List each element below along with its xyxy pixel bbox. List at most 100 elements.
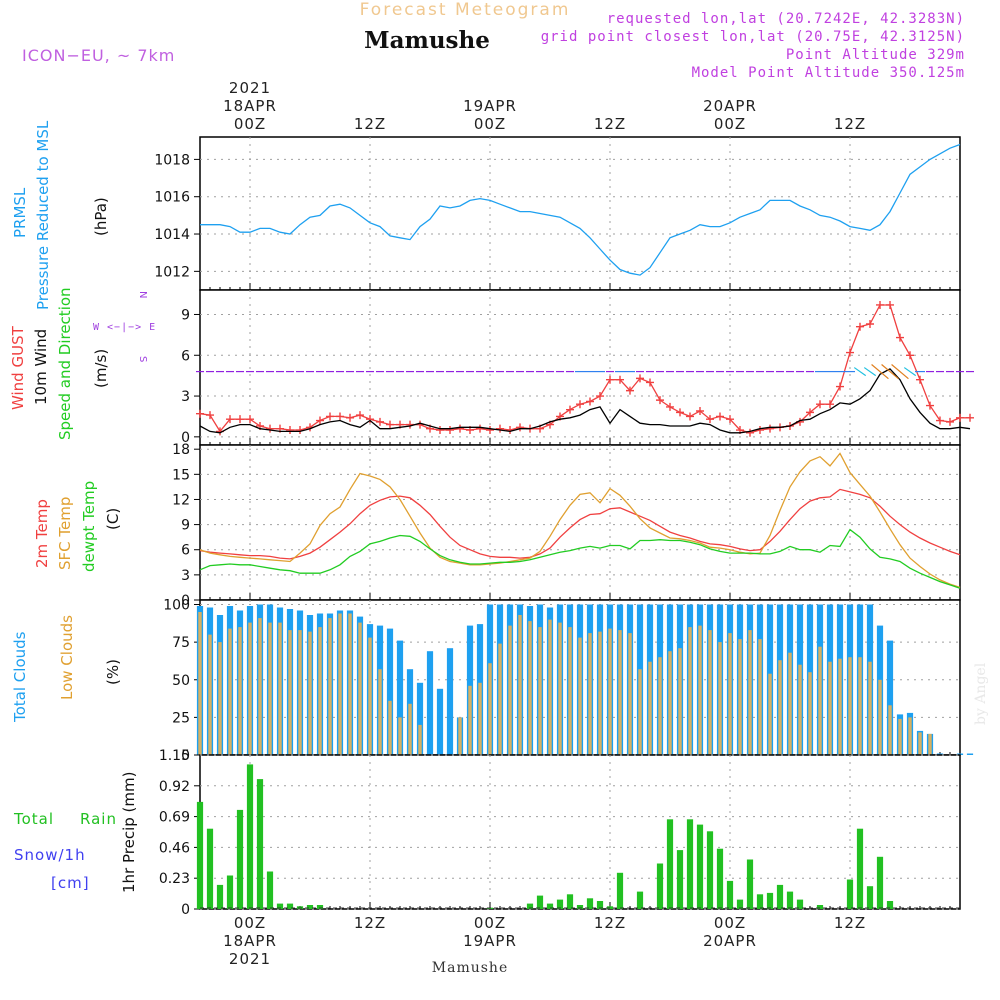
gust-marker [196,409,204,418]
clouds-low-clouds-bar [278,622,282,755]
gust-marker [726,415,734,424]
precip-total-rain-bar [536,895,544,909]
precip-ytick-label: 1.15 [159,748,190,764]
pressure-unit: (hPa) [92,197,110,236]
gust-marker [266,424,274,433]
precip-ytick-label: 0.69 [159,810,190,826]
watermark: by Angel [973,662,989,725]
time-label: 00Z [234,115,266,133]
pressure-prmsl-line [200,143,961,276]
wind-direction-arrow [881,364,899,380]
wind-direction-arrow [891,364,909,380]
pressure-ytick-label: 1012 [154,264,190,280]
temperature-ytick-label: 15 [172,467,190,483]
clouds-low-clouds-bar [308,631,312,755]
clouds-total-clouds-bar [426,651,434,755]
clouds-low-clouds-bar [828,661,832,755]
precip-ytick-label: 0 [181,902,190,918]
temp-sfc-label: SFC Temp [56,497,74,570]
clouds-low-clouds-bar [208,634,212,755]
clouds-low-clouds-bar [758,639,762,755]
gust-marker [826,400,834,409]
gust-marker [476,424,484,433]
temperature-dewpt-temp-line [199,528,961,589]
wind-10m-label: 10m Wind [32,329,50,405]
clouds-panel: 0 25 50 75 100 [163,598,974,764]
time-label: 12Z [354,914,386,932]
clouds-total-clouds-bar [396,640,404,755]
gust-marker [846,348,854,357]
pressure-ytick-label: 1014 [154,227,190,243]
clouds-low-clouds-bar [588,633,592,755]
precip-total-rain-bar [706,831,714,909]
compass-west-east: W <−|−> E [93,322,156,333]
clouds-low-clouds-bar [638,669,642,755]
precip-total-rain-bar [206,828,214,909]
precip-total-rain-bar [696,824,704,909]
gust-marker [456,424,464,433]
clouds-low-clouds-bar [488,663,492,755]
gust-marker [936,416,944,425]
precip-total-rain-bar [526,903,534,909]
gust-marker [896,333,904,342]
clouds-total-clouds-bar [886,640,894,755]
time-label: 12Z [594,914,626,932]
clouds-low-clouds-bar [418,724,422,755]
clouds-low-clouds-bar [288,630,292,755]
clouds-ytick-label: 25 [172,710,190,726]
gust-marker [446,426,454,435]
footer-location: Mamushe [432,960,508,976]
gust-marker [966,413,974,422]
clouds-low-clouds-bar [688,627,692,755]
wind-frame [199,289,961,446]
time-label: 00Z [714,914,746,932]
clouds-total-clouds-bar [436,688,444,755]
precip-total-rain-bar [236,809,244,909]
time-label: 00Z [714,115,746,133]
clouds-low-clouds-bar [358,622,362,755]
gust-marker [586,397,594,406]
clouds-low-clouds-bar [398,717,402,755]
model-point-altitude: Model Point Altitude 350.125m [692,65,965,81]
clouds-low-clouds-bar [478,682,482,755]
precip-ytick-label: 0.92 [159,779,190,795]
clouds-low-clouds-bar [228,628,232,755]
precip-total-rain-bar [546,903,554,909]
gust-marker [246,415,254,424]
gust-marker [646,378,654,387]
pressure-ytick-label: 1016 [154,190,190,206]
wind-direction-arrow [863,367,877,377]
low-clouds-label: Low Clouds [58,615,76,700]
clouds-low-clouds-bar [858,657,862,755]
clouds-low-clouds-bar [738,639,742,755]
gust-marker [516,423,524,432]
pressure-ytick-label: 1018 [154,152,190,168]
clouds-low-clouds-bar [408,703,412,755]
time-label: 2021 [229,950,271,968]
clouds-low-clouds-bar [728,633,732,755]
gust-marker [666,402,674,411]
wind-direction-arrow [903,367,917,377]
clouds-ytick-label: 0 [181,748,190,764]
precip-total-rain-bar [316,905,324,909]
gust-marker [366,415,374,424]
pressure-label-reduced: Pressure Reduced to MSL [34,120,52,310]
wind-ytick-label: 3 [181,389,190,405]
precip-total-rain-bar [796,899,804,909]
precip-total-rain-bar [576,905,584,909]
precip-total-rain-bar [886,901,894,909]
temperature-ytick-label: 9 [181,518,190,534]
wind-direction-arrow [871,364,889,380]
clouds-low-clouds-bar [578,637,582,755]
temperature-ytick-label: 18 [172,442,190,458]
clouds-low-clouds-bar [558,622,562,755]
time-label: 00Z [234,914,266,932]
pressure-labels: PRMSL Pressure Reduced to MSL (hPa) [11,120,110,310]
time-label: 19APR [463,932,517,950]
precip-total-rain-bar [776,884,784,909]
precip-total-rain-bar [656,863,664,909]
clouds-total-clouds-bar [386,628,394,755]
clouds-low-clouds-bar [458,717,462,755]
requested-coordinates: requested lon,lat (20.7242E, 42.3283N) [607,11,965,27]
